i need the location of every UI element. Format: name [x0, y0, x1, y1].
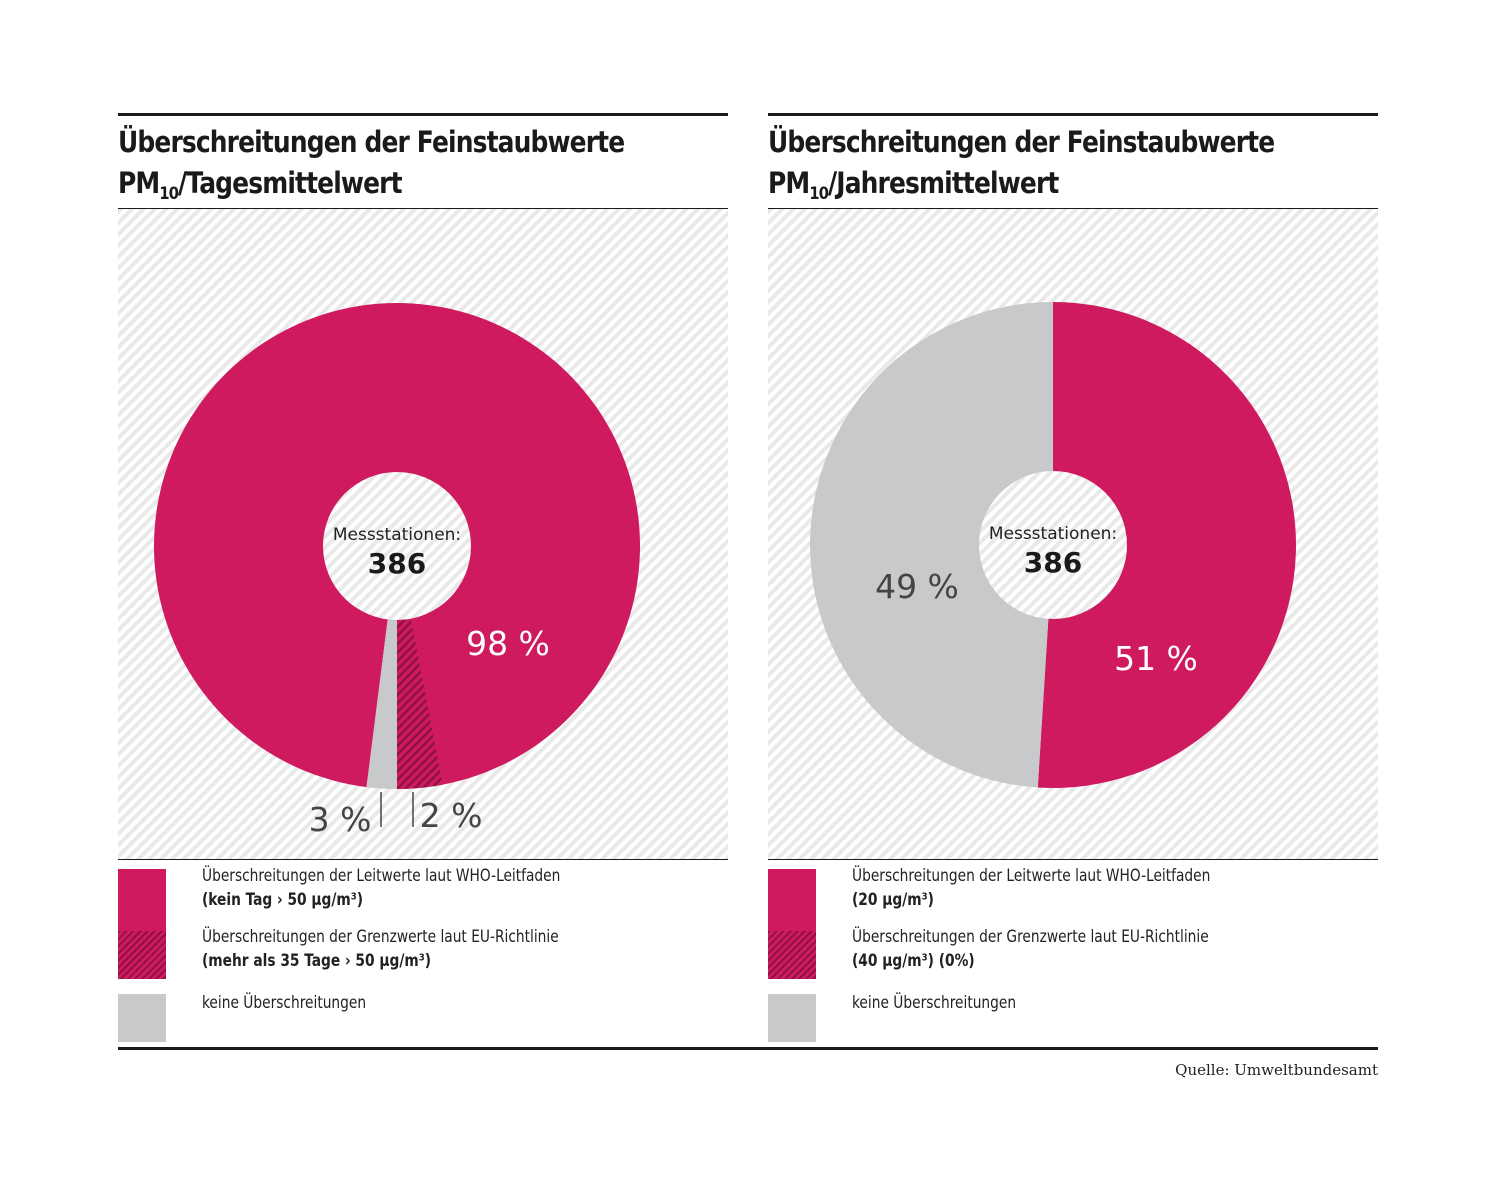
donut-chart-daily: Messstationen:386 98 % 3 % 2 %	[118, 209, 728, 859]
legend-item-eu: Überschreitungen der Grenzwerte laut EU-…	[202, 925, 559, 973]
center-value: 386	[368, 547, 426, 580]
slice-none	[810, 302, 1053, 788]
bottom-rule	[118, 1047, 1378, 1050]
data-label: 3 %	[309, 800, 372, 839]
legend-label: keine Überschreitungen	[202, 993, 367, 1013]
legend-label: Überschreitungen der Grenzwerte laut EU-…	[852, 927, 1209, 947]
panel-daily: Überschreitungen der Feinstaubwerte PM10…	[118, 113, 728, 1050]
title-subscript: 10	[159, 184, 179, 204]
legend-label: Überschreitungen der Grenzwerte laut EU-…	[202, 927, 559, 947]
legend-item-who: Überschreitungen der Leitwerte laut WHO-…	[202, 864, 560, 912]
data-label: 2 %	[420, 796, 483, 835]
legend-item-eu: Überschreitungen der Grenzwerte laut EU-…	[852, 925, 1209, 973]
data-label: 51 %	[1114, 639, 1198, 678]
title-rule	[768, 208, 1378, 209]
title-line-1: Überschreitungen der Feinstaubwerte	[768, 125, 1275, 159]
title-rest: /Jahresmittelwert	[828, 166, 1059, 200]
chart-area: Messstationen: 386 51 % 49 %	[768, 209, 1378, 859]
legend: Überschreitungen der Leitwerte laut WHO-…	[118, 860, 728, 1050]
legend: Überschreitungen der Leitwerte laut WHO-…	[768, 860, 1378, 1050]
legend-item-none: keine Überschreitungen	[202, 991, 366, 1015]
legend-detail: (20 µg/m³)	[852, 890, 934, 910]
donut-hole	[979, 471, 1127, 619]
legend-swatch-who	[118, 869, 166, 931]
legend-swatch-none	[768, 994, 816, 1042]
donut-hole	[323, 472, 471, 620]
legend-label: Überschreitungen der Leitwerte laut WHO-…	[202, 866, 561, 886]
chart-title: Überschreitungen der Feinstaubwerte PM10…	[118, 116, 643, 208]
data-label: 98 %	[466, 624, 550, 663]
center-label: Messstationen:	[989, 524, 1117, 544]
slice-who	[1037, 302, 1297, 789]
legend-label: keine Überschreitungen	[852, 993, 1017, 1013]
top-rule	[768, 113, 1378, 116]
legend-swatch-none	[118, 994, 166, 1042]
legend-swatch-eu	[768, 931, 816, 979]
legend-detail: (kein Tag › 50 µg/m³)	[202, 890, 364, 910]
legend-item-who: Überschreitungen der Leitwerte laut WHO-…	[852, 864, 1210, 912]
legend-item-none: keine Überschreitungen	[852, 991, 1016, 1015]
title-subscript: 10	[809, 184, 829, 204]
chart-title: Überschreitungen der Feinstaubwerte PM10…	[768, 116, 1293, 208]
legend-rule	[768, 859, 1378, 860]
title-line-1: Überschreitungen der Feinstaubwerte	[118, 125, 625, 159]
legend-label: Überschreitungen der Leitwerte laut WHO-…	[852, 866, 1211, 886]
title-pm: PM	[118, 166, 160, 200]
legend-swatch-eu	[118, 931, 166, 979]
legend-detail: (mehr als 35 Tage › 50 µg/m³)	[202, 951, 432, 971]
donut-chart-annual: Messstationen:386 51 % 49 %	[768, 209, 1378, 859]
title-rule	[118, 208, 728, 209]
legend-detail: (40 µg/m³) (0%)	[852, 951, 975, 971]
legend-rule	[118, 859, 728, 860]
title-pm: PM	[768, 166, 810, 200]
center-value: 386	[1024, 546, 1082, 579]
data-label: 49 %	[875, 567, 959, 606]
panel-annual: Überschreitungen der Feinstaubwerte PM10…	[768, 113, 1378, 1050]
chart-area: Messstationen: 386 98 % 3 % 2 %	[118, 209, 728, 859]
legend-swatch-who	[768, 869, 816, 931]
source-note: Quelle: Umweltbundesamt	[1175, 1061, 1378, 1079]
title-rest: /Tagesmittelwert	[178, 166, 402, 200]
top-rule	[118, 113, 728, 116]
center-label: Messstationen:	[333, 525, 461, 545]
